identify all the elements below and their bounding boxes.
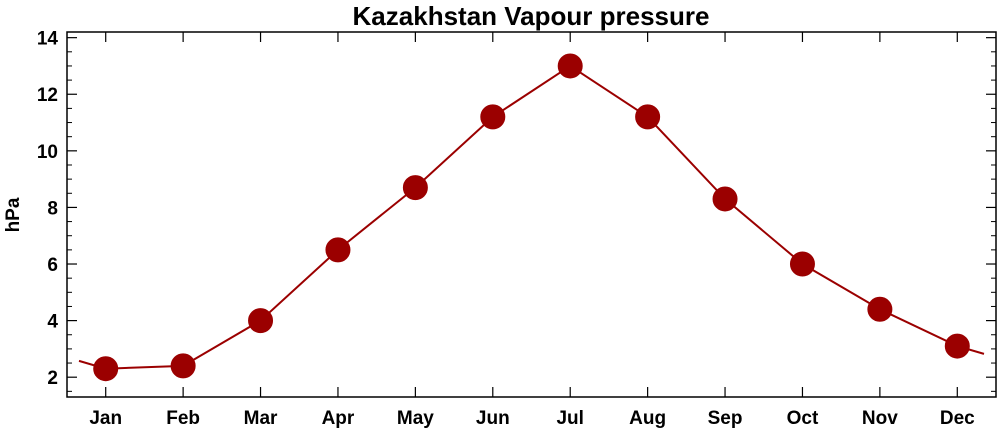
y-tick-label: 12 [37,85,58,106]
axis-ticks [67,32,996,397]
x-tick-label: Sep [708,408,743,429]
x-tick-label: Oct [787,408,819,429]
x-tick-labels: Jan Feb Mar Apr May Jun Jul Aug Sep Oct Nov Dec [89,408,975,429]
x-tick-label: Feb [166,408,200,429]
data-point [325,237,351,263]
data-point [635,104,661,130]
series-line [78,64,985,370]
y-tick-label: 2 [47,368,58,389]
y-tick-label: 14 [37,29,59,50]
data-point [557,53,583,79]
y-tick-label: 6 [47,255,58,276]
data-point [944,333,970,359]
y-tick-labels: 2 4 6 8 10 12 14 [37,29,59,390]
data-point [789,251,815,277]
x-tick-label: Mar [244,408,278,429]
data-point [170,353,196,379]
data-point [480,104,506,130]
data-point [248,308,274,334]
x-tick-label: May [397,408,434,429]
data-point [867,296,893,322]
y-tick-label: 8 [47,198,58,219]
x-tick-label: Apr [322,408,355,429]
data-point [93,356,119,382]
y-tick-label: 4 [47,312,58,333]
plot-frame [66,31,997,398]
chart-title: Kazakhstan Vapour pressure [353,1,710,31]
x-tick-label: Aug [629,408,666,429]
x-tick-label: Nov [862,408,898,429]
series-layer [78,64,985,370]
x-tick-label: Jun [476,408,510,429]
y-axis-label: hPa [3,197,24,232]
y-tick-label: 10 [37,142,58,163]
data-point [402,175,428,201]
data-point [712,186,738,212]
x-tick-label: Jul [556,408,583,429]
x-tick-label: Jan [89,408,122,429]
data-points [93,53,970,382]
x-tick-label: Dec [940,408,975,429]
